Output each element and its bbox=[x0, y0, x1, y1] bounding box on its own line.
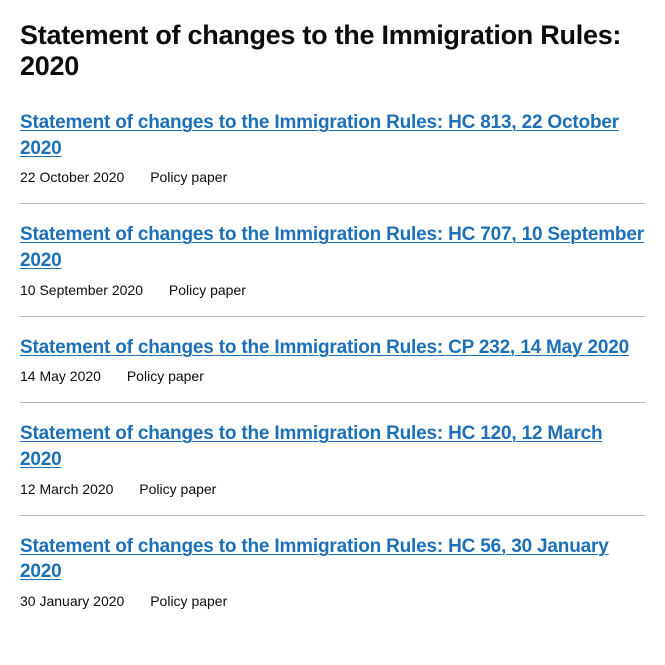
document-type: Policy paper bbox=[150, 593, 227, 609]
document-link[interactable]: Statement of changes to the Immigration … bbox=[20, 337, 629, 358]
document-date: 14 May 2020 bbox=[20, 368, 101, 384]
document-date: 12 March 2020 bbox=[20, 481, 113, 497]
document-list: Statement of changes to the Immigration … bbox=[20, 110, 645, 627]
document-item: Statement of changes to the Immigration … bbox=[20, 421, 645, 515]
document-date: 10 September 2020 bbox=[20, 282, 143, 298]
document-meta: 14 May 2020 Policy paper bbox=[20, 368, 645, 384]
document-item: Statement of changes to the Immigration … bbox=[20, 534, 645, 627]
document-item: Statement of changes to the Immigration … bbox=[20, 335, 645, 404]
document-type: Policy paper bbox=[139, 481, 216, 497]
document-link[interactable]: Statement of changes to the Immigration … bbox=[20, 112, 619, 159]
document-meta: 12 March 2020 Policy paper bbox=[20, 481, 645, 497]
document-link[interactable]: Statement of changes to the Immigration … bbox=[20, 423, 602, 470]
document-link[interactable]: Statement of changes to the Immigration … bbox=[20, 224, 644, 271]
document-type: Policy paper bbox=[127, 368, 204, 384]
document-meta: 22 October 2020 Policy paper bbox=[20, 169, 645, 185]
document-meta: 10 September 2020 Policy paper bbox=[20, 282, 645, 298]
document-meta: 30 January 2020 Policy paper bbox=[20, 593, 645, 609]
page-title: Statement of changes to the Immigration … bbox=[20, 20, 645, 82]
document-item: Statement of changes to the Immigration … bbox=[20, 222, 645, 316]
document-item: Statement of changes to the Immigration … bbox=[20, 110, 645, 204]
document-link[interactable]: Statement of changes to the Immigration … bbox=[20, 536, 609, 583]
document-type: Policy paper bbox=[169, 282, 246, 298]
document-type: Policy paper bbox=[150, 169, 227, 185]
document-date: 30 January 2020 bbox=[20, 593, 124, 609]
document-date: 22 October 2020 bbox=[20, 169, 124, 185]
